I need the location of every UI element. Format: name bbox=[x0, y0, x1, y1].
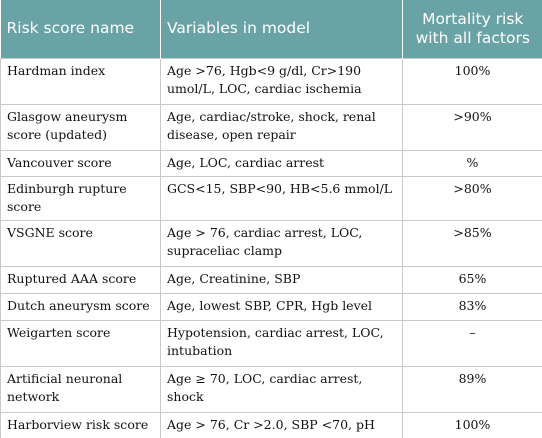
table-cell: Vancouver score bbox=[0, 149, 161, 177]
table-row: Artificial neuronal network Age ≥ 70, LOC… bbox=[0, 365, 542, 413]
table-cell: Age, LOC, cardiac arrest bbox=[160, 149, 403, 177]
table-cell: Edinburgh rupture score bbox=[0, 175, 161, 221]
table-cell: Age, lowest SBP, CPR, Hgb level bbox=[160, 292, 403, 321]
table-cell: Artificial neuronal network bbox=[0, 365, 161, 413]
table-cell: >85% bbox=[402, 219, 542, 267]
table-cell: >80% bbox=[402, 175, 542, 221]
table-cell: GCS<15, SBP<90, HB<5.6 mmol/L bbox=[160, 175, 403, 221]
table-cell: >90% bbox=[402, 103, 542, 151]
table-row: VSGNE score Age > 76, cardiac arrest, LOC… bbox=[0, 219, 542, 267]
header-cell: Risk score name bbox=[0, 0, 161, 58]
header-cell: Variables in model bbox=[160, 0, 403, 58]
header-cell: Mortality risk with all factors bbox=[402, 0, 542, 58]
table-cell: Ruptured AAA score bbox=[0, 265, 161, 294]
table-cell: 83% bbox=[402, 292, 542, 321]
table-cell: – bbox=[402, 319, 542, 367]
table-cell: Dutch aneurysm score bbox=[0, 292, 161, 321]
table-cell: Age > 76, cardiac arrest, LOC, supraceli… bbox=[160, 219, 403, 267]
table-cell: Hypotension, cardiac arrest, LOC, intuba… bbox=[160, 319, 403, 367]
table-cell: 65% bbox=[402, 265, 542, 294]
table-cell: Age > 76, Cr >2.0, SBP <70, pH <7.2 bbox=[160, 411, 403, 438]
table-cell: Age, cardiac/stroke, shock, renal diseas… bbox=[160, 103, 403, 151]
table-cell: Weigarten score bbox=[0, 319, 161, 367]
table-cell: Harborview risk score bbox=[0, 411, 161, 438]
table-cell: Age >76, Hgb<9 g/dl, Cr>190 umol/L, LOC,… bbox=[160, 57, 403, 105]
table-cell: 100% bbox=[402, 57, 542, 105]
table-cell: 89% bbox=[402, 365, 542, 413]
table-row: Edinburgh rupture score GCS<15, SBP<90, H… bbox=[0, 175, 542, 221]
header-row: Risk score name Variables in model Mortali… bbox=[0, 0, 542, 58]
table-row: Vancouver score Age, LOC, cardiac arrest% bbox=[0, 149, 542, 177]
table-row: Harborview risk score Age > 76, Cr >2.0, … bbox=[0, 411, 542, 438]
table-row: Weigarten score Hypotension, cardiac arre… bbox=[0, 319, 542, 367]
table-row: Glasgow aneurysm score (updated) Age, car… bbox=[0, 103, 542, 151]
table-cell: VSGNE score bbox=[0, 219, 161, 267]
table-cell: % bbox=[402, 149, 542, 177]
table-cell: Age, Creatinine, SBP bbox=[160, 265, 403, 294]
table-cell: Hardman index bbox=[0, 57, 161, 105]
table-row: Ruptured AAA score Age, Creatinine, SBP 65… bbox=[0, 265, 542, 294]
table-cell: 100% bbox=[402, 411, 542, 438]
table-cell: Age ≥ 70, LOC, cardiac arrest, shock bbox=[160, 365, 403, 413]
table-cell: Glasgow aneurysm score (updated) bbox=[0, 103, 161, 151]
table-row: Dutch aneurysm score Age, lowest SBP, CPR… bbox=[0, 292, 542, 321]
table-row: Hardman index Age >76, Hgb<9 g/dl, Cr>190… bbox=[0, 57, 542, 105]
